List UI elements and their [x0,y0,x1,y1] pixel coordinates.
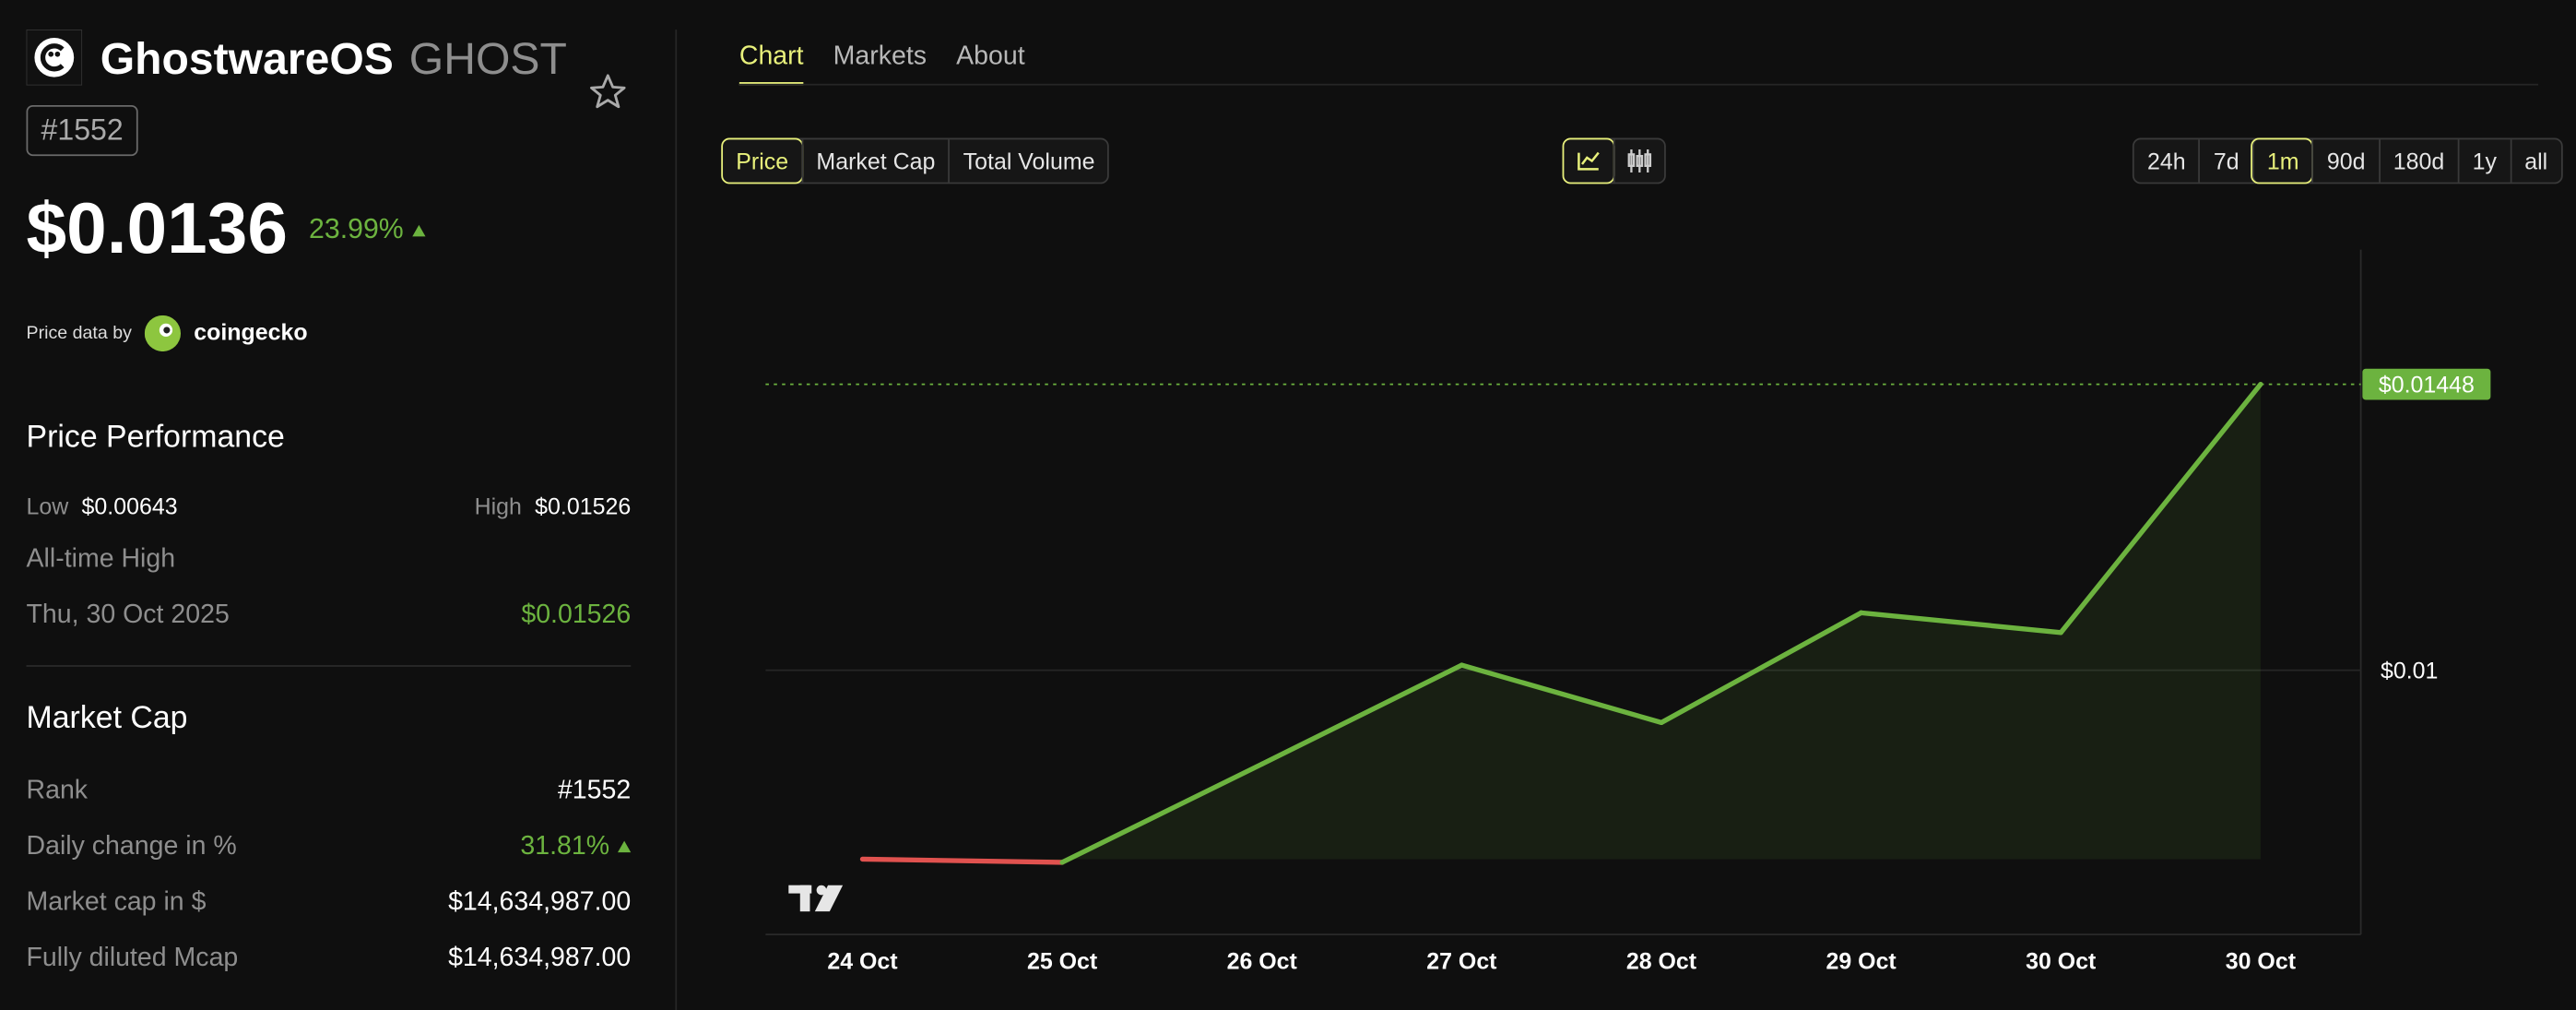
range-button[interactable]: all [2510,139,2560,183]
x-tick-label: 27 Oct [1426,949,1496,975]
section-title: Price Performance [26,420,285,456]
range-buttons: 24h 7d 1m 90d 180d 1y all [2132,137,2563,184]
chart-style-buttons [1562,137,1666,184]
tradingview-logo [788,885,844,912]
row-label: Rank [26,777,89,805]
ath-label: All-time High [26,545,176,574]
row-value-text: 31.81% [520,832,610,861]
row-value: $14,634,987.00 [328,943,631,974]
price-line-segment [859,856,1065,865]
row-value: #1552 [328,775,631,806]
line-chart-button[interactable] [1562,137,1615,184]
up-arrow [617,840,632,853]
low-value: $0.00643 [81,493,178,519]
row-value: 31.81% [328,831,632,862]
panel-divider [675,30,678,1010]
line-icon [1578,151,1600,171]
range-button[interactable]: 180d [2378,139,2458,183]
price-line-segment [1858,610,2063,636]
high-value: $0.01526 [535,493,632,519]
x-tick-label: 26 Oct [1227,949,1297,975]
divider [26,665,632,667]
range-button[interactable]: 90d [2311,139,2379,183]
ath-date: Thu, 30 Oct 2025 [26,600,230,629]
x-tick-label: 29 Oct [1826,949,1897,975]
price-line-segment [1059,761,1265,865]
row-value-text: $14,634,987.00 [448,888,632,917]
token-name: GhostwareOS [100,34,394,84]
high-row: High $0.01526 [328,493,632,520]
high-label: High [474,493,522,519]
favorite-star[interactable] [588,72,628,112]
price-line-segment [2058,381,2263,636]
x-tick-label: 24 Oct [827,949,897,975]
tabs: Chart Markets About [739,42,1055,86]
up-arrow [411,224,425,237]
rank-badge: #1552 [26,104,138,157]
x-tick-label: 30 Oct [2026,949,2096,975]
low-label: Low [26,493,69,519]
section-title: Market Cap [26,701,188,736]
range-button[interactable]: 1y [2457,139,2511,183]
low-row: Low $0.00643 [27,493,178,520]
price-change: 23.99% [309,213,425,246]
row-value: $14,634,987.00 [328,886,631,918]
metric-button[interactable]: Total Volume [948,139,1108,183]
candle-icon [1627,149,1652,172]
source-name: coingecko [194,318,308,345]
token-logo [26,30,83,86]
coingecko-logo [144,315,182,352]
metric-button[interactable]: Price [721,137,804,184]
metric-buttons: Price Market Cap Total Volume [721,137,1110,184]
token-title: GhostwareOS GHOST [100,33,567,86]
row-label: Daily change in % [26,832,237,861]
price-area [862,384,2261,862]
row-label: Market cap in $ [26,888,207,917]
ath-value: $0.01526 [521,600,632,629]
price-line-segment [1259,662,1465,767]
last-price-label: $0.01448 [2379,373,2475,398]
y-tick-label: $0.01 [2381,659,2438,684]
token-symbol: GHOST [408,34,567,84]
range-button[interactable]: 7d [2198,139,2252,183]
tab-divider [739,83,2539,86]
x-tick-label: 25 Oct [1027,949,1097,975]
row-value-text: $14,634,987.00 [448,944,632,973]
tab[interactable]: Markets [833,42,928,71]
x-tick-label: 28 Oct [1626,949,1696,975]
row-value-text: #1552 [557,777,632,805]
price-line-segment [1459,662,1664,726]
range-button[interactable]: 1m [2251,137,2314,184]
row-label: Fully diluted Mcap [26,944,239,973]
source-prefix: Price data by [26,323,132,344]
price-change-value: 23.99% [308,213,404,245]
price: $0.0136 [26,188,288,270]
range-button[interactable]: 24h [2146,148,2186,174]
tab[interactable]: About [956,42,1025,71]
candle-chart-button[interactable] [1613,139,1664,183]
price-line-segment [1659,610,1864,726]
metric-button[interactable]: Market Cap [801,139,948,183]
x-tick-label: 30 Oct [2226,949,2296,975]
last-price-badge [2362,368,2491,400]
